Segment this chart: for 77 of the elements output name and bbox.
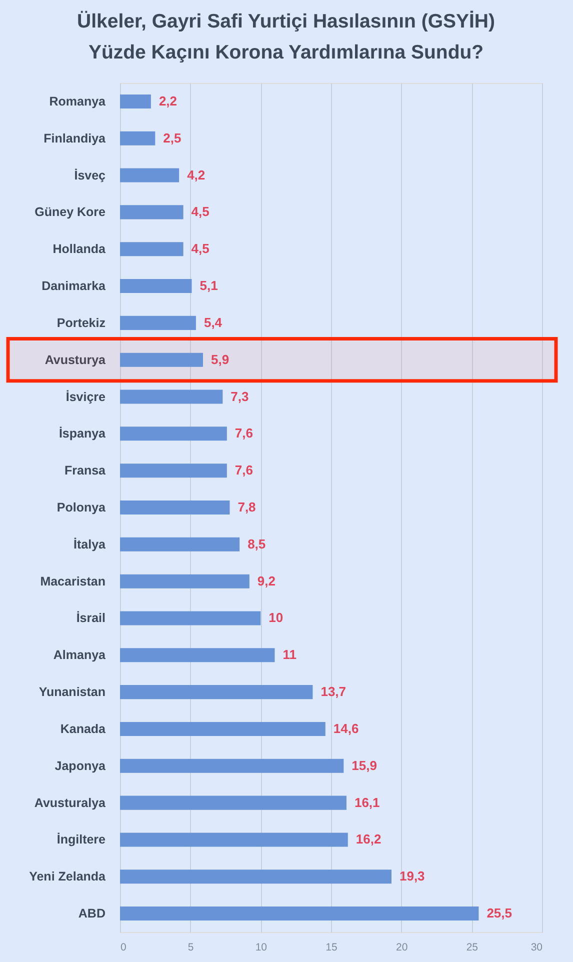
- x-tick-label: 25: [466, 942, 478, 954]
- y-tick-label: İspanya: [58, 426, 107, 441]
- y-tick-label: Macaristan: [40, 574, 106, 588]
- bar: [120, 500, 230, 515]
- data-label: 5,1: [200, 278, 218, 294]
- bar: [120, 832, 348, 847]
- x-tick-label: 10: [255, 942, 268, 954]
- data-label: 7,8: [238, 500, 256, 514]
- y-tick-label: Finlandiya: [44, 131, 107, 146]
- y-tick-label: Romanya: [49, 94, 107, 108]
- data-label: 5,9: [210, 352, 230, 367]
- bar: [120, 758, 344, 773]
- y-tick-label: İtalya: [74, 537, 107, 552]
- bar: [120, 168, 180, 182]
- data-label: 25,5: [486, 906, 512, 921]
- bar: [120, 611, 261, 626]
- y-tick-label: Almanya: [53, 648, 107, 662]
- chart-title: Ülkeler, Gayri Safi Yurtiçi Hasılasının (GSYİH) Yüzde Kaçını Korona Yardımlarına Sundu?: [77, 10, 495, 64]
- y-tick-label: Yunanistan: [38, 685, 106, 700]
- bar: [120, 390, 223, 404]
- y-tick-label: Polonya: [56, 500, 107, 514]
- x-tick-label: 30: [530, 942, 543, 954]
- bar: [120, 870, 392, 884]
- data-label: 19,3: [399, 868, 425, 884]
- x-tick-label: 20: [396, 942, 408, 954]
- bar: [120, 796, 346, 810]
- data-label: 2,2: [158, 93, 178, 108]
- y-tick-label: Avusturalya: [34, 796, 107, 810]
- y-tick-label: İngiltere: [56, 832, 106, 847]
- y-tick-label: İsviçre: [66, 390, 106, 404]
- data-label: 5,4: [204, 314, 223, 330]
- data-label: 8,5: [248, 536, 266, 552]
- bar: [120, 205, 184, 220]
- y-tick-label: Yeni Zelanda: [29, 870, 107, 884]
- bar: [120, 242, 184, 256]
- data-label: 4,5: [191, 241, 210, 256]
- data-label: 7,6: [234, 426, 253, 441]
- bar: [120, 685, 313, 700]
- data-label: 9,2: [257, 573, 276, 588]
- y-tick-label: Danimarka: [42, 279, 107, 294]
- data-label: 7,3: [230, 388, 249, 404]
- bar: [120, 279, 192, 294]
- x-tick-label: 5: [188, 942, 194, 954]
- data-label: 11: [282, 647, 296, 662]
- y-tick-label: Japonya: [54, 758, 107, 773]
- bar: [120, 316, 196, 330]
- bar: [120, 906, 479, 921]
- y-tick-label: İsveç: [74, 168, 106, 182]
- data-label: 4,2: [187, 167, 206, 182]
- data-label: 7,6: [234, 462, 253, 478]
- y-tick-label: ABD: [78, 906, 106, 921]
- bar: [120, 722, 326, 736]
- bar: [120, 426, 227, 441]
- bar: [120, 131, 156, 146]
- bar: [120, 648, 275, 662]
- data-label: 16,1: [354, 794, 380, 810]
- y-tick-label: Avusturya: [44, 352, 107, 367]
- data-label: 15,9: [352, 758, 377, 773]
- y-tick-label: Güney Kore: [34, 205, 106, 220]
- bar: [120, 574, 250, 588]
- bar: [120, 94, 151, 108]
- data-label: 14,6: [333, 720, 359, 736]
- data-label: 13,7: [320, 684, 346, 700]
- data-label: 2,5: [163, 130, 182, 146]
- x-tick-label: 0: [120, 942, 126, 954]
- bar: [120, 464, 227, 478]
- bar: [120, 537, 240, 552]
- y-tick-label: Kanada: [60, 722, 107, 736]
- y-tick-label: Portekiz: [56, 316, 106, 330]
- y-tick-label: Fransa: [64, 464, 107, 478]
- bar: [120, 352, 203, 367]
- data-label: 10: [268, 610, 284, 626]
- y-tick-label: Hollanda: [52, 242, 107, 256]
- y-tick-label: İsrail: [76, 611, 106, 626]
- data-label: 4,5: [191, 204, 210, 220]
- x-tick-label: 15: [326, 942, 338, 954]
- data-label: 16,2: [356, 832, 382, 847]
